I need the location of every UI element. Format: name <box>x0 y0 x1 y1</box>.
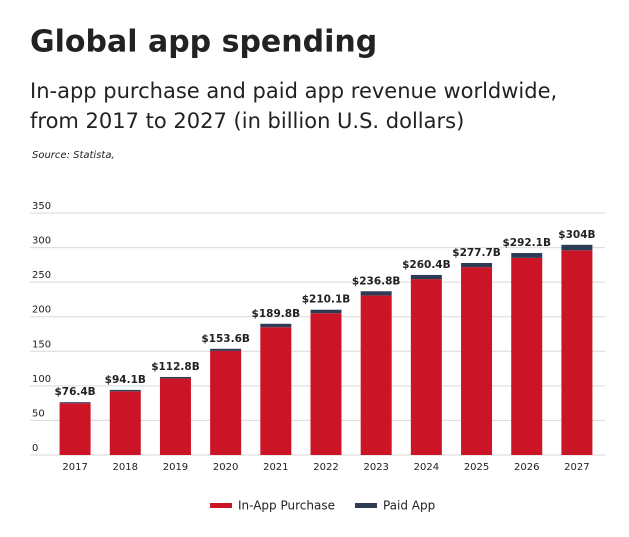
bar-segment <box>159 377 191 379</box>
y-tick-label: 150 <box>32 339 51 350</box>
total-label: $112.8B <box>151 361 200 373</box>
bar-segment <box>59 402 91 404</box>
bar-segment <box>360 295 392 455</box>
total-label: $76.4B <box>54 386 95 398</box>
chart-subtitle: from 2017 to 2027 (in billion U.S. dolla… <box>30 109 464 133</box>
x-tick-label: 2020 <box>213 462 238 473</box>
bar-segment <box>59 403 91 455</box>
bar-segment <box>461 267 493 455</box>
bar-segment <box>511 253 543 258</box>
bar-segment <box>210 348 242 351</box>
bar-segment <box>410 279 442 455</box>
x-tick-label: 2026 <box>514 462 539 473</box>
total-label: $94.1B <box>105 374 146 386</box>
x-tick-label: 2025 <box>464 462 489 473</box>
total-label: $260.4B <box>402 259 451 271</box>
source-note: Source: Statista, <box>32 150 115 161</box>
y-tick-label: 300 <box>32 236 51 247</box>
legend-swatch <box>210 503 232 508</box>
bar-segment <box>260 323 292 328</box>
total-label: $292.1B <box>502 237 551 249</box>
x-tick-label: 2022 <box>313 462 338 473</box>
y-tick-label: 50 <box>32 408 45 419</box>
y-tick-label: 200 <box>32 305 51 316</box>
bar-segment <box>561 244 593 251</box>
bar-segment <box>360 291 392 296</box>
bar-segment <box>109 389 141 392</box>
bar-segment <box>310 313 342 455</box>
bar-segment <box>461 262 493 268</box>
legend-label: In-App Purchase <box>238 499 335 513</box>
legend-swatch <box>354 503 377 508</box>
total-label: $304B <box>558 229 595 241</box>
x-tick-label: 2019 <box>163 462 188 473</box>
bar-segment <box>310 309 342 314</box>
legend-label: Paid App <box>383 499 435 513</box>
y-tick-label: 0 <box>32 443 38 454</box>
bar-segment <box>210 350 242 455</box>
x-tick-label: 2017 <box>62 462 87 473</box>
chart-subtitle: In-app purchase and paid app revenue wor… <box>30 79 557 103</box>
x-tick-label: 2027 <box>564 462 589 473</box>
chart-title: Global app spending <box>30 25 377 60</box>
y-tick-label: 250 <box>32 270 51 281</box>
x-tick-label: 2024 <box>414 462 439 473</box>
bar-segment <box>410 274 442 280</box>
y-tick-label: 100 <box>32 374 51 385</box>
total-label: $210.1B <box>302 294 351 306</box>
bar-segment <box>511 257 543 455</box>
bar-segment <box>109 391 141 455</box>
bar-segment <box>561 250 593 455</box>
x-tick-label: 2021 <box>263 462 288 473</box>
total-label: $153.6B <box>201 333 250 345</box>
x-tick-label: 2023 <box>363 462 388 473</box>
y-tick-label: 350 <box>32 201 51 212</box>
bar-segment <box>260 327 292 455</box>
x-tick-label: 2018 <box>113 462 138 473</box>
total-label: $236.8B <box>352 275 401 287</box>
bar-segment <box>159 378 191 455</box>
total-label: $277.7B <box>452 247 501 259</box>
total-label: $189.8B <box>252 308 301 320</box>
